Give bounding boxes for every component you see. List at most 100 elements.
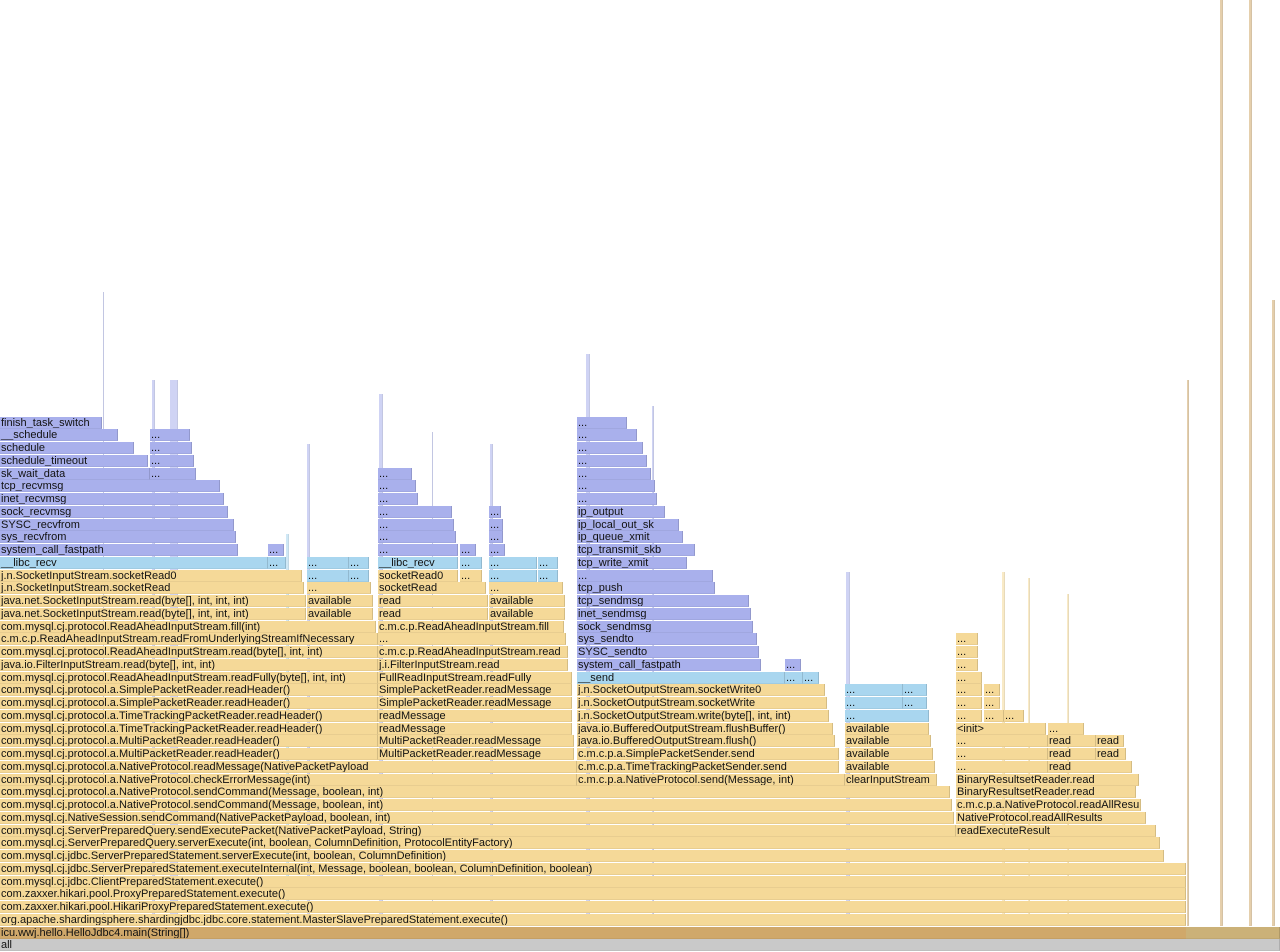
flame-frame[interactable]: ... bbox=[489, 544, 505, 556]
flame-frame[interactable]: ... bbox=[577, 467, 651, 480]
flame-frame[interactable]: icu.wwj.hello.HelloJdbc4.main(String[]) bbox=[0, 926, 1280, 939]
flame-frame[interactable]: ... bbox=[150, 442, 192, 454]
flame-frame[interactable]: ... bbox=[378, 633, 566, 646]
flame-frame[interactable]: tcp_push bbox=[577, 582, 715, 595]
flame-frame[interactable]: schedule_timeout bbox=[0, 454, 148, 467]
flame-frame[interactable]: j.n.SocketOutputStream.socketWrite bbox=[577, 697, 827, 709]
flame-frame[interactable]: java.net.SocketInputStream.read(byte[], … bbox=[0, 595, 306, 607]
flame-frame[interactable]: ... bbox=[378, 518, 454, 531]
flame-frame[interactable]: ... bbox=[1048, 722, 1084, 735]
flame-frame[interactable]: ... bbox=[538, 569, 558, 582]
flame-frame[interactable]: com.mysql.cj.NativeSession.sendCommand(N… bbox=[0, 811, 954, 824]
flame-frame[interactable]: com.mysql.cj.ServerPreparedQuery.serverE… bbox=[0, 837, 1160, 850]
flame-frame[interactable]: available bbox=[489, 595, 565, 607]
flame-frame[interactable]: SimplePacketReader.readMessage bbox=[378, 697, 572, 709]
flame-frame[interactable]: java.net.SocketInputStream.read(byte[], … bbox=[0, 607, 306, 620]
flame-frame[interactable]: ... bbox=[845, 697, 903, 709]
flame-frame[interactable]: BinaryResultsetReader.read bbox=[956, 786, 1136, 799]
flame-frame[interactable]: j.n.SocketOutputStream.write(byte[], int… bbox=[577, 709, 829, 722]
flame-frame[interactable]: c.m.c.p.ReadAheadInputStream.read bbox=[378, 646, 568, 658]
flame-frame[interactable]: ... bbox=[378, 544, 458, 556]
flame-frame[interactable]: com.mysql.cj.protocol.a.MultiPacketReade… bbox=[0, 748, 378, 760]
flame-frame[interactable]: ... bbox=[489, 569, 537, 582]
flame-frame[interactable]: ... bbox=[956, 633, 978, 646]
flame-frame[interactable]: com.mysql.cj.protocol.a.NativeProtocol.c… bbox=[0, 773, 577, 786]
flame-frame[interactable]: com.mysql.cj.protocol.a.TimeTrackingPack… bbox=[0, 709, 378, 722]
flame-frame[interactable]: com.mysql.cj.ServerPreparedQuery.sendExe… bbox=[0, 824, 956, 837]
flame-frame[interactable]: NativeProtocol.readAllResults bbox=[956, 811, 1146, 824]
flame-frame[interactable]: ... bbox=[378, 531, 456, 544]
flame-frame[interactable]: system_call_fastpath bbox=[0, 544, 238, 556]
flame-frame[interactable]: ... bbox=[489, 518, 503, 531]
flame-frame[interactable]: c.m.c.p.a.TimeTrackingPacketSender.send bbox=[577, 760, 839, 773]
flame-frame[interactable]: j.n.SocketInputStream.socketRead0 bbox=[0, 569, 302, 582]
flame-frame[interactable]: ... bbox=[956, 671, 982, 684]
flame-frame[interactable]: ... bbox=[150, 454, 194, 467]
flame-frame[interactable]: ... bbox=[577, 454, 647, 467]
flame-frame[interactable]: j.i.FilterInputStream.read bbox=[378, 658, 568, 671]
flame-frame[interactable]: MultiPacketReader.readMessage bbox=[378, 735, 574, 748]
flame-frame[interactable]: ... bbox=[956, 684, 982, 697]
flame-frame[interactable]: ... bbox=[956, 697, 982, 709]
flame-frame[interactable]: ... bbox=[577, 416, 627, 429]
flame-frame[interactable]: <init> bbox=[956, 722, 1046, 735]
flame-frame[interactable]: com.mysql.cj.protocol.a.NativeProtocol.r… bbox=[0, 760, 577, 773]
flame-frame[interactable] bbox=[1186, 926, 1280, 939]
flame-frame[interactable]: ... bbox=[489, 556, 537, 569]
flame-frame[interactable]: ... bbox=[307, 582, 371, 595]
flame-frame[interactable]: c.m.c.p.a.NativeProtocol.send(Message, i… bbox=[577, 773, 845, 786]
flame-frame[interactable]: ... bbox=[956, 658, 978, 671]
flame-frame[interactable]: ... bbox=[984, 684, 1000, 697]
flame-frame[interactable]: socketRead0 bbox=[378, 569, 458, 582]
flame-frame[interactable]: ... bbox=[577, 429, 637, 442]
flame-frame[interactable]: socketRead bbox=[378, 582, 486, 595]
flame-frame[interactable]: inet_sendmsg bbox=[577, 607, 751, 620]
flame-frame[interactable]: SYSC_sendto bbox=[577, 646, 759, 658]
flame-frame[interactable]: read bbox=[1048, 748, 1096, 760]
flame-frame[interactable]: available bbox=[307, 607, 373, 620]
flame-frame[interactable]: ... bbox=[984, 697, 1000, 709]
flame-frame[interactable]: ... bbox=[150, 429, 190, 442]
flame-frame[interactable]: ... bbox=[489, 505, 501, 518]
flame-frame[interactable]: com.mysql.cj.protocol.ReadAheadInputStre… bbox=[0, 620, 376, 633]
flame-frame[interactable]: ... bbox=[984, 709, 1004, 722]
flame-frame[interactable]: ... bbox=[307, 556, 349, 569]
flame-frame[interactable]: readMessage bbox=[378, 722, 572, 735]
flame-frame[interactable]: com.mysql.cj.protocol.a.NativeProtocol.s… bbox=[0, 786, 950, 799]
flame-frame[interactable]: available bbox=[845, 760, 935, 773]
flame-frame[interactable]: ... bbox=[845, 684, 903, 697]
flame-frame[interactable]: ... bbox=[268, 544, 284, 556]
flame-frame[interactable]: read bbox=[1048, 760, 1132, 773]
flame-frame[interactable]: com.mysql.cj.protocol.a.TimeTrackingPack… bbox=[0, 722, 378, 735]
flame-frame[interactable]: SYSC_recvfrom bbox=[0, 518, 234, 531]
flame-frame[interactable]: c.m.c.p.a.NativeProtocol.readAllResults bbox=[956, 799, 1141, 811]
flame-frame[interactable]: read bbox=[378, 607, 488, 620]
flame-frame[interactable]: com.mysql.cj.protocol.ReadAheadInputStre… bbox=[0, 671, 378, 684]
flame-frame[interactable]: j.n.SocketOutputStream.socketWrite0 bbox=[577, 684, 825, 697]
flame-frame[interactable]: ... bbox=[460, 569, 482, 582]
flame-frame[interactable]: ip_output bbox=[577, 505, 665, 518]
flame-spike[interactable] bbox=[1187, 380, 1189, 926]
flame-frame[interactable]: clearInputStream bbox=[845, 773, 937, 786]
flame-frame[interactable]: java.io.BufferedOutputStream.flush() bbox=[577, 735, 835, 748]
flame-frame[interactable]: c.m.c.p.ReadAheadInputStream.readFromUnd… bbox=[0, 633, 378, 646]
flame-frame[interactable]: sys_recvfrom bbox=[0, 531, 236, 544]
flame-spike[interactable] bbox=[1249, 0, 1252, 926]
flame-frame[interactable]: __libc_recv bbox=[0, 556, 268, 569]
flame-frame[interactable]: readExecuteResult bbox=[956, 824, 1156, 837]
flame-frame[interactable]: ... bbox=[307, 569, 349, 582]
flame-frame[interactable]: org.apache.shardingsphere.shardingjdbc.j… bbox=[0, 913, 1186, 926]
flame-frame[interactable]: finish_task_switch bbox=[0, 416, 102, 429]
flame-frame[interactable]: ... bbox=[903, 697, 927, 709]
flame-frame[interactable]: read bbox=[1096, 735, 1124, 748]
flame-frame[interactable]: java.io.FilterInputStream.read(byte[], i… bbox=[0, 658, 378, 671]
flame-frame[interactable]: com.mysql.cj.protocol.a.SimplePacketRead… bbox=[0, 697, 378, 709]
flame-frame[interactable]: ... bbox=[150, 467, 196, 480]
flame-frame[interactable]: readMessage bbox=[378, 709, 572, 722]
flame-frame[interactable]: ... bbox=[956, 646, 978, 658]
flame-frame[interactable]: com.zaxxer.hikari.pool.HikariProxyPrepar… bbox=[0, 901, 1186, 913]
flame-frame[interactable]: available bbox=[845, 748, 933, 760]
flame-frame[interactable]: ... bbox=[785, 671, 803, 684]
flame-frame[interactable]: tcp_transmit_skb bbox=[577, 544, 695, 556]
flame-frame[interactable]: inet_recvmsg bbox=[0, 493, 224, 505]
